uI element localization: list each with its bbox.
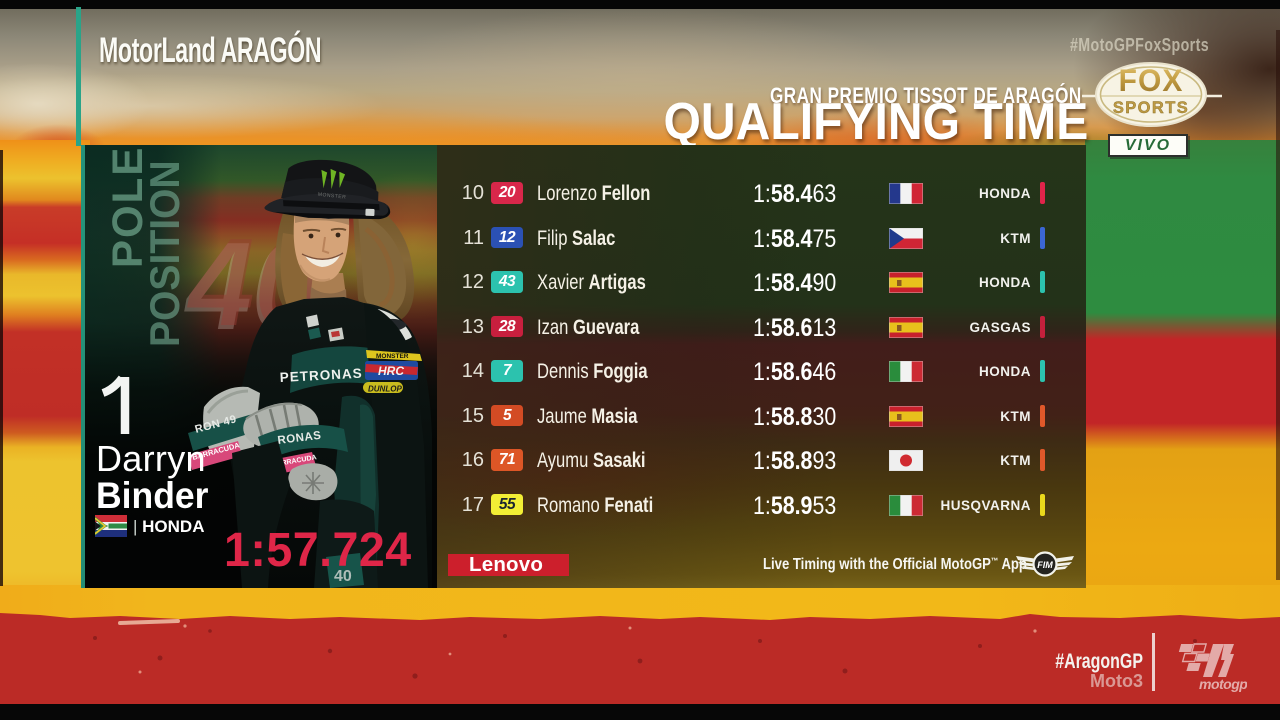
- svg-text:FOX: FOX: [1119, 62, 1184, 98]
- svg-text:RONAS: RONAS: [277, 430, 322, 447]
- svg-text:MONSTER: MONSTER: [317, 192, 346, 201]
- svg-text:FIM: FIM: [1037, 560, 1053, 570]
- svg-text:HRC: HRC: [378, 364, 404, 378]
- svg-text:DUNLOP: DUNLOP: [368, 385, 402, 394]
- svg-text:SPORTS: SPORTS: [1113, 99, 1189, 117]
- svg-text:PETRONAS: PETRONAS: [279, 366, 363, 385]
- svg-text:MONSTER: MONSTER: [376, 353, 409, 360]
- svg-text:motogp: motogp: [1199, 676, 1247, 692]
- svg-text:40: 40: [334, 568, 352, 585]
